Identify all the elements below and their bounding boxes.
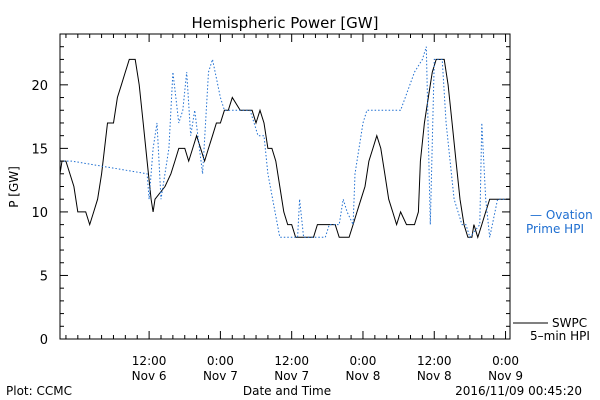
series-ovation-line (60, 46, 510, 239)
x-tick-label-date: Nov 7 (274, 369, 309, 383)
legend-ovation-line2: Prime HPI (526, 222, 584, 236)
series-swpc-line (59, 58, 510, 239)
x-tick-label-date: Nov 7 (203, 369, 238, 383)
y-tick-label: 15 (31, 142, 48, 157)
legend-swpc-line2: 5–min HPI (530, 329, 590, 343)
x-tick-label-time: 0:00 (492, 354, 519, 368)
x-tick-label-time: 12:00 (132, 354, 167, 368)
x-axis-label: Date and Time (243, 384, 331, 398)
x-tick-label-date: Nov 9 (488, 369, 523, 383)
plot-frame (59, 33, 511, 340)
y-tick-label: 10 (31, 206, 48, 221)
chart-title: Hemispheric Power [GW] (192, 14, 379, 32)
legend-swpc-line1: SWPC (552, 316, 587, 330)
x-tick-label-time: 0:00 (349, 354, 376, 368)
x-tick-label-time: 12:00 (417, 354, 452, 368)
y-tick-label: 0 (40, 333, 48, 348)
x-tick-label-date: Nov 6 (132, 369, 167, 383)
y-axis-label: P [GW] (7, 166, 21, 208)
x-tick-label-time: 0:00 (207, 354, 234, 368)
legend-ovation-line1: — Ovation (530, 208, 593, 222)
y-tick-label: 20 (31, 79, 48, 94)
x-tick-label-time: 12:00 (274, 354, 309, 368)
footer-credit: Plot: CCMC (6, 384, 72, 398)
x-tick-label-date: Nov 8 (417, 369, 452, 383)
x-tick-label-date: Nov 8 (346, 369, 381, 383)
y-tick-label: 5 (40, 269, 48, 284)
footer-timestamp: 2016/11/09 00:45:20 (455, 384, 582, 398)
